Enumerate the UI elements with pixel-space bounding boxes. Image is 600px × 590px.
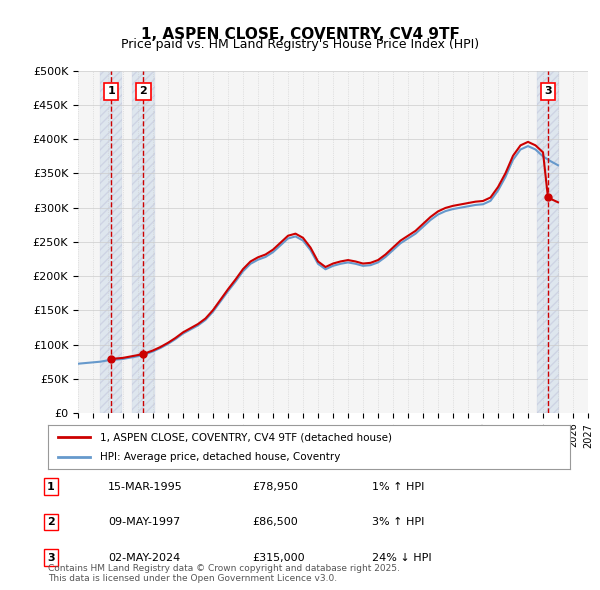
Text: £86,500: £86,500 (252, 517, 298, 527)
Text: £78,950: £78,950 (252, 482, 298, 491)
Text: 1, ASPEN CLOSE, COVENTRY, CV4 9TF (detached house): 1, ASPEN CLOSE, COVENTRY, CV4 9TF (detac… (100, 432, 392, 442)
Text: HPI: Average price, detached house, Coventry: HPI: Average price, detached house, Cove… (100, 452, 341, 461)
Text: 3: 3 (47, 553, 55, 562)
Text: 24% ↓ HPI: 24% ↓ HPI (372, 553, 431, 562)
Bar (132, 71, 155, 413)
Text: 2: 2 (140, 86, 147, 96)
Text: 02-MAY-2024: 02-MAY-2024 (108, 553, 180, 562)
Text: 1: 1 (107, 86, 115, 96)
Text: Contains HM Land Registry data © Crown copyright and database right 2025.
This d: Contains HM Land Registry data © Crown c… (48, 563, 400, 583)
Text: 15-MAR-1995: 15-MAR-1995 (108, 482, 183, 491)
Bar (100, 71, 122, 413)
Bar (132, 71, 155, 413)
Text: 3: 3 (544, 86, 552, 96)
Text: 1: 1 (47, 482, 55, 491)
Text: 1, ASPEN CLOSE, COVENTRY, CV4 9TF: 1, ASPEN CLOSE, COVENTRY, CV4 9TF (140, 27, 460, 41)
Text: 2: 2 (47, 517, 55, 527)
Text: 09-MAY-1997: 09-MAY-1997 (108, 517, 180, 527)
Text: 3% ↑ HPI: 3% ↑ HPI (372, 517, 424, 527)
Bar (536, 71, 559, 413)
Text: 1% ↑ HPI: 1% ↑ HPI (372, 482, 424, 491)
Text: Price paid vs. HM Land Registry's House Price Index (HPI): Price paid vs. HM Land Registry's House … (121, 38, 479, 51)
Bar (536, 71, 559, 413)
Bar (100, 71, 122, 413)
Text: £315,000: £315,000 (252, 553, 305, 562)
